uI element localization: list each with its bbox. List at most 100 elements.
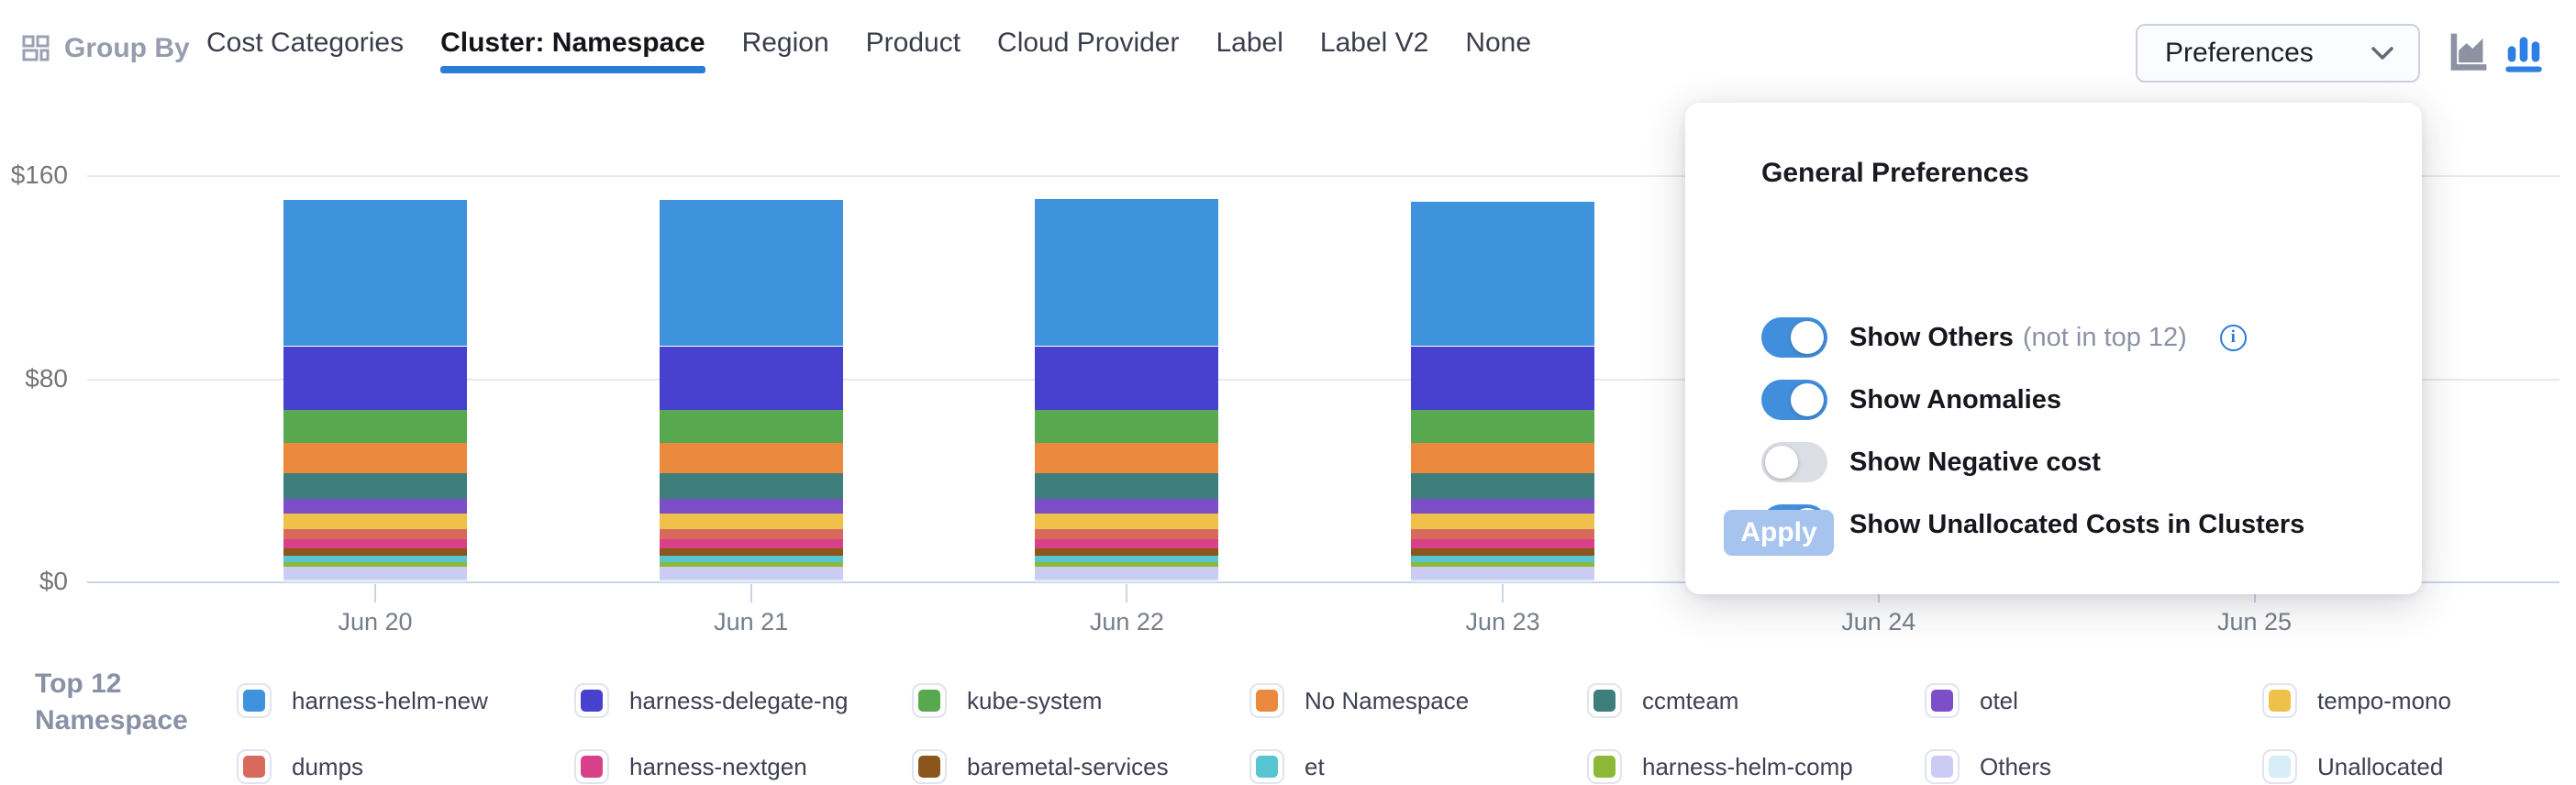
legend-label: et bbox=[1305, 752, 1325, 780]
legend-item-et[interactable]: et bbox=[1249, 734, 1587, 785]
bar-segment-harness-helm-comp[interactable] bbox=[659, 561, 843, 568]
bar-segment-unallocated[interactable] bbox=[283, 580, 467, 582]
legend-item-harness-nextgen[interactable]: harness-nextgen bbox=[574, 734, 912, 785]
bar-segment-harness-nextgen[interactable] bbox=[659, 538, 843, 548]
bar-segment-et[interactable] bbox=[659, 555, 843, 562]
bar-segment-dumps[interactable] bbox=[1035, 528, 1219, 539]
bar-segment-tempo-mono[interactable] bbox=[1035, 514, 1219, 529]
bar-segment-et[interactable] bbox=[1035, 555, 1219, 562]
bar-segment-et[interactable] bbox=[283, 555, 467, 562]
toggle-label: Show Unallocated Costs in Clusters bbox=[1849, 509, 2305, 539]
bar-segment-otel[interactable] bbox=[1411, 498, 1595, 514]
bar-segment-others[interactable] bbox=[1411, 567, 1595, 580]
legend-swatch bbox=[1587, 749, 1622, 784]
bar-segment-ccmteam[interactable] bbox=[1035, 472, 1219, 499]
bar-segment-harness-delegate-ng[interactable] bbox=[1035, 346, 1219, 410]
legend-swatch bbox=[237, 683, 272, 718]
bar-segment-kube-system[interactable] bbox=[283, 409, 467, 443]
legend-item-otel[interactable]: otel bbox=[1925, 668, 2262, 734]
legend-item-dumps[interactable]: dumps bbox=[237, 734, 574, 785]
legend-item-harness-helm-new[interactable]: harness-helm-new bbox=[237, 668, 574, 734]
bar-segment-harness-helm-new[interactable] bbox=[659, 200, 843, 347]
legend-swatch-color bbox=[243, 756, 265, 778]
bar-segment-dumps[interactable] bbox=[1411, 528, 1595, 539]
tab-cost-categories[interactable]: Cost Categories bbox=[206, 28, 405, 58]
tab-cluster-namespace[interactable]: Cluster: Namespace bbox=[440, 28, 706, 73]
bar-segment-harness-helm-comp[interactable] bbox=[1035, 561, 1219, 568]
bar-segment-unallocated[interactable] bbox=[659, 580, 843, 582]
bar-segment-et[interactable] bbox=[1411, 555, 1595, 562]
toggle-switch-show-negative-cost[interactable] bbox=[1761, 442, 1827, 482]
bar-segment-harness-helm-comp[interactable] bbox=[283, 561, 467, 568]
bar-segment-tempo-mono[interactable] bbox=[283, 514, 467, 529]
bar-segment-dumps[interactable] bbox=[659, 528, 843, 539]
legend-item-others[interactable]: Others bbox=[1925, 734, 2262, 785]
area-chart-icon[interactable] bbox=[2448, 31, 2492, 78]
bar-segment-others[interactable] bbox=[283, 567, 467, 580]
legend-swatch-color bbox=[2269, 690, 2291, 712]
bar-segment-harness-delegate-ng[interactable] bbox=[283, 346, 467, 410]
bar-segment-tempo-mono[interactable] bbox=[659, 514, 843, 529]
bar-segment-harness-delegate-ng[interactable] bbox=[1411, 346, 1595, 410]
bar-segment-others[interactable] bbox=[1035, 567, 1219, 580]
toggle-switch-show-others[interactable] bbox=[1761, 317, 1827, 358]
bar-segment-otel[interactable] bbox=[659, 498, 843, 514]
bar-segment-kube-system[interactable] bbox=[1411, 409, 1595, 443]
legend-label: Others bbox=[1980, 752, 2052, 780]
x-axis-label: Jun 21 bbox=[714, 608, 789, 636]
tab-region[interactable]: Region bbox=[741, 28, 829, 58]
bar-segment-otel[interactable] bbox=[283, 498, 467, 514]
bar-segment-harness-nextgen[interactable] bbox=[283, 538, 467, 548]
tab-label-v2[interactable]: Label V2 bbox=[1319, 28, 1429, 58]
bar-segment-no-namespace[interactable] bbox=[1035, 442, 1219, 473]
bar-segment-harness-helm-comp[interactable] bbox=[1411, 561, 1595, 568]
bar-segment-baremetal-services[interactable] bbox=[659, 547, 843, 556]
tab-cloud-provider[interactable]: Cloud Provider bbox=[997, 28, 1180, 58]
bar-segment-tempo-mono[interactable] bbox=[1411, 514, 1595, 529]
bar-segment-kube-system[interactable] bbox=[1035, 409, 1219, 443]
bar-segment-unallocated[interactable] bbox=[1411, 580, 1595, 582]
legend-item-baremetal-services[interactable]: baremetal-services bbox=[912, 734, 1249, 785]
bar-segment-dumps[interactable] bbox=[283, 528, 467, 539]
bar-segment-no-namespace[interactable] bbox=[1411, 442, 1595, 473]
legend-item-kube-system[interactable]: kube-system bbox=[912, 668, 1249, 734]
bar-segment-baremetal-services[interactable] bbox=[283, 547, 467, 556]
bar-segment-harness-helm-new[interactable] bbox=[283, 200, 467, 347]
info-icon[interactable]: i bbox=[2219, 324, 2247, 351]
bar-chart-icon[interactable] bbox=[2504, 31, 2543, 78]
toggle-row-show-negative-cost: Show Negative cost bbox=[1761, 442, 2101, 482]
bar-segment-harness-helm-new[interactable] bbox=[1035, 198, 1219, 347]
legend-swatch bbox=[1587, 683, 1622, 718]
bar-segment-baremetal-services[interactable] bbox=[1411, 547, 1595, 556]
x-axis-line bbox=[87, 581, 2559, 583]
bar-segment-kube-system[interactable] bbox=[659, 409, 843, 443]
preferences-dropdown-button[interactable]: Preferences bbox=[2136, 24, 2420, 83]
legend-item-harness-helm-comp[interactable]: harness-helm-comp bbox=[1587, 734, 1925, 785]
legend-item-no-namespace[interactable]: No Namespace bbox=[1249, 668, 1587, 734]
legend-item-unallocated[interactable]: Unallocated bbox=[2262, 734, 2576, 785]
legend-swatch-color bbox=[1593, 690, 1616, 712]
bar-segment-harness-helm-new[interactable] bbox=[1411, 201, 1595, 347]
bar-segment-harness-delegate-ng[interactable] bbox=[659, 346, 843, 410]
bar-segment-ccmteam[interactable] bbox=[283, 472, 467, 499]
bar-segment-unallocated[interactable] bbox=[1035, 580, 1219, 582]
bar-segment-no-namespace[interactable] bbox=[283, 442, 467, 473]
bar-segment-harness-nextgen[interactable] bbox=[1411, 538, 1595, 548]
apply-button[interactable]: Apply bbox=[1724, 510, 1834, 556]
legend-swatch bbox=[1249, 749, 1284, 784]
bar-segment-no-namespace[interactable] bbox=[659, 442, 843, 473]
bar-segment-ccmteam[interactable] bbox=[659, 472, 843, 499]
bar-segment-harness-nextgen[interactable] bbox=[1035, 538, 1219, 548]
legend-item-tempo-mono[interactable]: tempo-mono bbox=[2262, 668, 2576, 734]
legend-item-ccmteam[interactable]: ccmteam bbox=[1587, 668, 1925, 734]
bar-segment-others[interactable] bbox=[659, 567, 843, 580]
bar-segment-otel[interactable] bbox=[1035, 498, 1219, 514]
tab-none[interactable]: None bbox=[1465, 28, 1532, 58]
toggle-switch-show-anomalies[interactable] bbox=[1761, 380, 1827, 420]
legend-swatch-color bbox=[1931, 756, 1953, 778]
tab-product[interactable]: Product bbox=[865, 28, 961, 58]
bar-segment-ccmteam[interactable] bbox=[1411, 472, 1595, 499]
tab-label[interactable]: Label bbox=[1216, 28, 1283, 58]
bar-segment-baremetal-services[interactable] bbox=[1035, 547, 1219, 556]
legend-item-harness-delegate-ng[interactable]: harness-delegate-ng bbox=[574, 668, 912, 734]
